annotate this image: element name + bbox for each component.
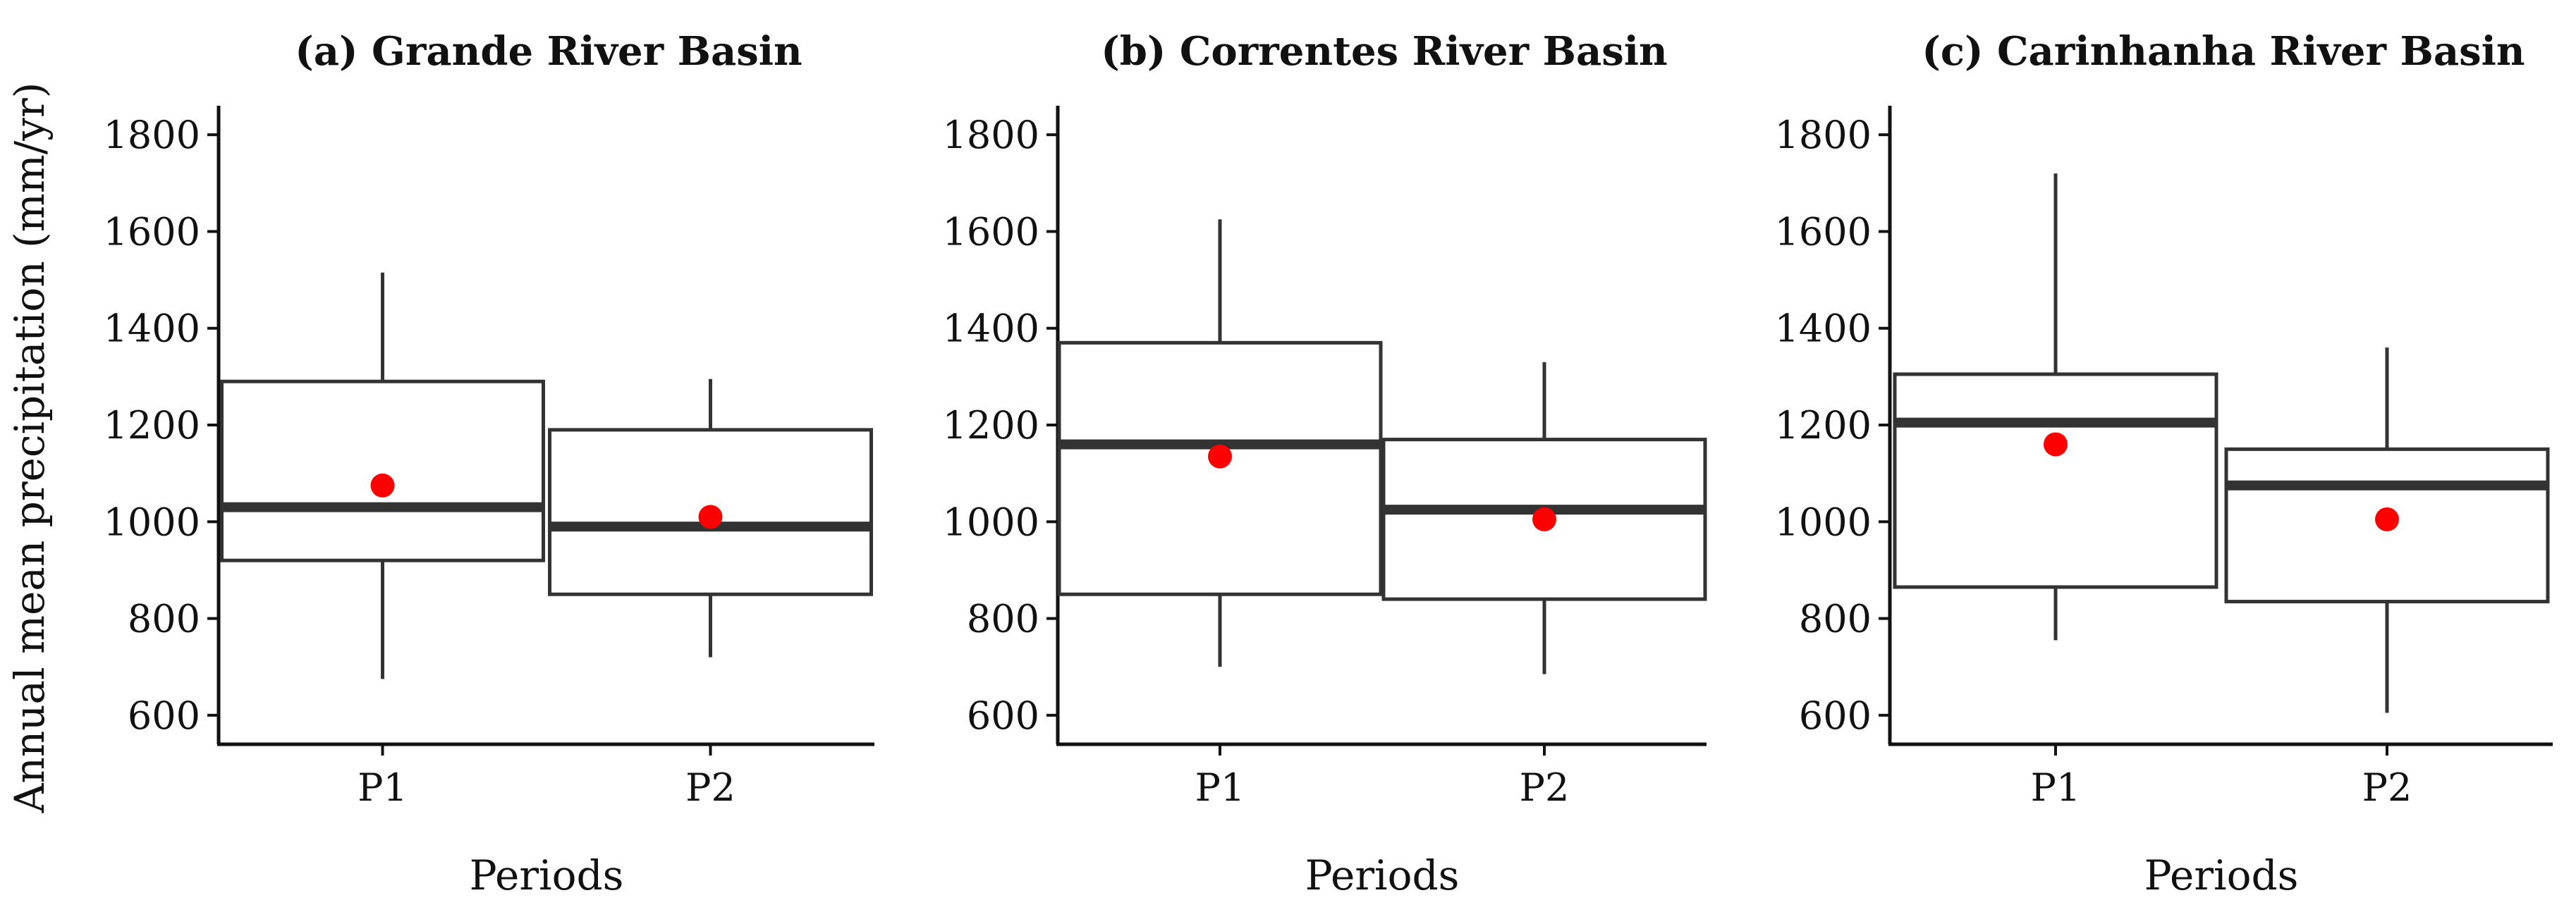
panel-2-y-tick-label-600: 600 (967, 694, 1039, 738)
panel-2-y-tick-label-1000: 1000 (943, 500, 1039, 544)
panel-1-y-tick-label-1800: 1800 (104, 113, 200, 157)
panel-1-x-axis-title: Periods (470, 851, 624, 899)
panel-2-x-tick-label-p2: P2 (1520, 765, 1570, 810)
panel-1-x-tick-label-p1: P1 (358, 765, 408, 810)
panel-1-p1-box (220, 379, 545, 562)
panel-3-p1-box (1893, 372, 2218, 589)
panel-2-x-axis-title: Periods (1305, 851, 1460, 899)
panel-1-y-tick-label-1600: 1600 (104, 209, 200, 254)
panel-3-x-tick-label-p2: P2 (2362, 765, 2412, 810)
panel-2-y-tick-label-1800: 1800 (943, 113, 1039, 157)
panel-1-y-tick-label-600: 600 (128, 694, 200, 738)
panel-3-x-axis-title: Periods (2144, 851, 2299, 899)
panel-3-y-tick-label-1200: 1200 (1775, 403, 1872, 448)
panel-1-title: (a) Grande River Basin (295, 28, 802, 75)
panel-1-y-tick-label-1400: 1400 (104, 307, 200, 351)
panel-3-y-tick-label-1000: 1000 (1775, 500, 1872, 544)
panel-2-y-tick-label-1600: 1600 (943, 209, 1039, 254)
panel-2-y-tick-label-800: 800 (967, 597, 1039, 641)
panel-1-x-tick-label-p2: P2 (685, 765, 735, 810)
panel-2-p1-mean-marker (1208, 444, 1232, 469)
panel-3-p2-mean-marker (2375, 507, 2399, 531)
panel-1-p1-mean-marker (370, 473, 395, 498)
panel-1-y-tick-label-800: 800 (128, 597, 200, 641)
panel-3-x-tick-label-p1: P1 (2031, 765, 2081, 810)
panel-1-p2-mean-marker (698, 505, 723, 529)
y-axis-title: Annual mean precipitation (mm/yr) (6, 82, 54, 814)
panel-2-x-tick-label-p1: P1 (1195, 765, 1245, 810)
panel-3-y-tick-label-600: 600 (1799, 694, 1872, 738)
panel-3-p1-mean-marker (2044, 432, 2068, 457)
panel-1-y-tick-label-1000: 1000 (104, 500, 200, 544)
panel-3-title: (c) Carinhanha River Basin (1922, 28, 2525, 75)
panel-2-p2-mean-marker (1532, 507, 1556, 531)
panel-3-y-tick-label-800: 800 (1799, 597, 1872, 641)
panel-3-y-tick-label-1600: 1600 (1775, 209, 1872, 254)
panel-2-y-tick-label-1200: 1200 (943, 403, 1039, 448)
panel-3-y-tick-label-1800: 1800 (1775, 113, 1872, 157)
panel-3-y-tick-label-1400: 1400 (1775, 307, 1872, 351)
panel-2-p1-box (1057, 340, 1383, 596)
panel-1-y-tick-label-1200: 1200 (104, 403, 200, 448)
panel-2-title: (b) Correntes River Basin (1101, 28, 1668, 75)
panel-2-y-tick-label-1400: 1400 (943, 307, 1039, 351)
